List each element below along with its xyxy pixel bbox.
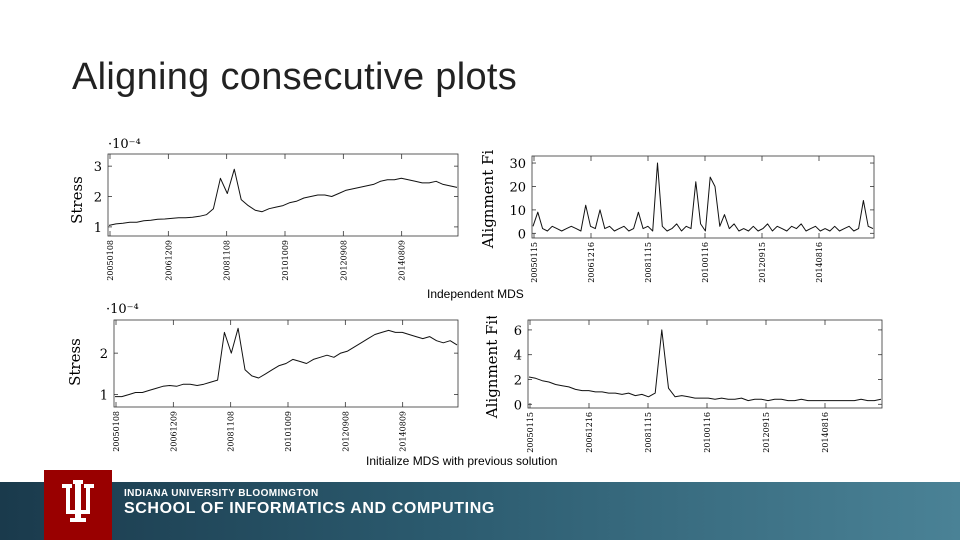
x-tick-label: 20050108 bbox=[112, 411, 121, 452]
y-tick-label: 3 bbox=[94, 160, 102, 175]
chart-bottom-left-svg: ·10⁻⁴ Stress 1 2 20050108 20061209 20081108 2… bbox=[66, 302, 459, 452]
footer-school: SCHOOL OF INFORMATICS AND COMPUTING bbox=[124, 500, 495, 517]
x-tick-label: 20120908 bbox=[341, 411, 350, 452]
footer-banner bbox=[0, 482, 960, 540]
x-tick-label: 20100116 bbox=[703, 412, 712, 453]
chart-bottom-right-ylabel: Alignment Fit bbox=[484, 316, 501, 419]
y-tick-label: 20 bbox=[509, 180, 526, 195]
chart-bottom-left: ·10⁻⁴ Stress 1 2 20050108 20061209 20081108 2… bbox=[66, 298, 464, 456]
y-tick-label: 0 bbox=[514, 398, 522, 413]
x-tick-label: 20120908 bbox=[339, 240, 348, 281]
series-line bbox=[528, 329, 882, 402]
chart-top-left-exponent: ·10⁻⁴ bbox=[108, 137, 141, 152]
x-tick-label: 20050108 bbox=[106, 240, 115, 281]
chart-top-right: Alignment Fit 0 10 20 30 20050115 20061216 200… bbox=[480, 150, 880, 287]
x-tick-label: 20061209 bbox=[164, 240, 173, 281]
chart-top-right-svg: Alignment Fit 0 10 20 30 20050115 20061216 200… bbox=[480, 150, 875, 283]
y-tick-label: 2 bbox=[100, 347, 108, 362]
plot-frame bbox=[113, 319, 459, 408]
plot-frame bbox=[531, 155, 875, 239]
x-tick-label: 20140809 bbox=[398, 240, 407, 281]
y-tick-label: 30 bbox=[509, 157, 526, 172]
x-tick-label: 20140816 bbox=[821, 412, 830, 453]
x-tick-label: 20120915 bbox=[758, 242, 767, 283]
y-tick-label: 6 bbox=[514, 324, 522, 339]
y-tick-label: 10 bbox=[509, 204, 526, 219]
x-tick-label: 20061216 bbox=[585, 412, 594, 453]
plot-frame bbox=[107, 153, 459, 237]
x-tick-label: 20101009 bbox=[284, 411, 293, 452]
series-line bbox=[115, 327, 458, 398]
y-tick-label: 2 bbox=[514, 373, 522, 388]
slide-title: Aligning consecutive plots bbox=[72, 56, 518, 98]
y-tick-label: 1 bbox=[94, 221, 102, 236]
x-tick-label: 20081108 bbox=[227, 411, 236, 452]
x-tick-label: 20140816 bbox=[815, 242, 824, 283]
chart-bottom-left-exponent: ·10⁻⁴ bbox=[106, 302, 139, 317]
y-tick-label: 1 bbox=[100, 389, 108, 404]
chart-top-left-svg: ·10⁻⁴ Stress 1 2 3 20050108 20061209 20081108… bbox=[68, 137, 459, 281]
chart-bottom-right-svg: Alignment Fit 0 2 4 6 20050115 20061216 200811… bbox=[484, 316, 883, 453]
x-tick-label: 20050115 bbox=[526, 412, 535, 453]
x-tick-label: 20081108 bbox=[223, 240, 232, 281]
x-tick-label: 20120915 bbox=[762, 412, 771, 453]
y-tick-label: 2 bbox=[94, 191, 102, 206]
x-tick-label: 20081115 bbox=[644, 242, 653, 283]
caption-initialize-mds: Initialize MDS with previous solution bbox=[366, 454, 558, 468]
y-tick-label: 4 bbox=[514, 349, 522, 364]
iu-trident-icon bbox=[44, 470, 112, 540]
chart-top-left-ylabel: Stress bbox=[68, 176, 86, 224]
series-line bbox=[108, 168, 458, 226]
x-tick-label: 20061209 bbox=[169, 411, 178, 452]
chart-bottom-left-ylabel: Stress bbox=[66, 338, 84, 386]
y-tick-label: 0 bbox=[518, 227, 526, 242]
chart-top-right-ylabel: Alignment Fit bbox=[480, 150, 497, 249]
plot-frame bbox=[527, 319, 883, 409]
iu-trident-icon-svg bbox=[62, 480, 94, 522]
x-tick-label: 20061216 bbox=[587, 242, 596, 283]
x-tick-label: 20101009 bbox=[281, 240, 290, 281]
chart-bottom-right: Alignment Fit 0 2 4 6 20050115 20061216 200811… bbox=[484, 316, 886, 456]
x-tick-label: 20140809 bbox=[399, 411, 408, 452]
x-tick-label: 20050115 bbox=[530, 242, 539, 283]
x-tick-label: 20081115 bbox=[644, 412, 653, 453]
footer-university: INDIANA UNIVERSITY BLOOMINGTON bbox=[124, 488, 319, 499]
chart-top-left: ·10⁻⁴ Stress 1 2 3 20050108 20061209 20081108… bbox=[68, 132, 460, 287]
caption-independent-mds: Independent MDS bbox=[427, 287, 524, 301]
x-tick-label: 20100116 bbox=[701, 242, 710, 283]
series-line bbox=[532, 162, 874, 232]
